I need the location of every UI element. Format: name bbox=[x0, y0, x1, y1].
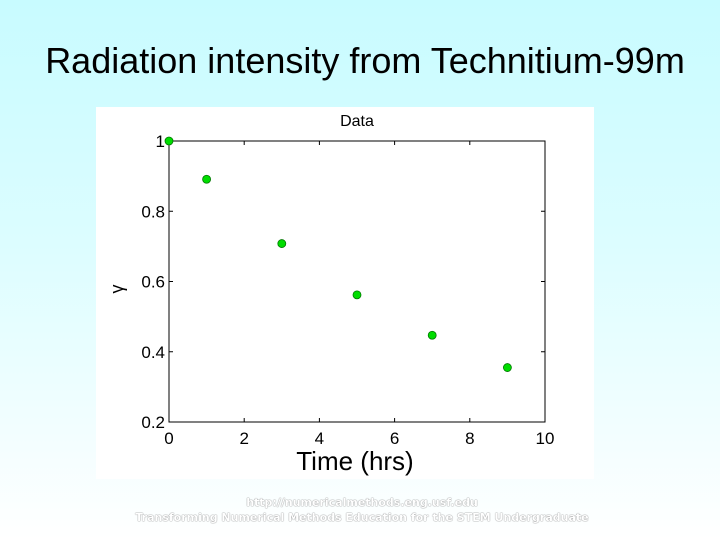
data-point bbox=[202, 174, 211, 184]
chart-figure: Data 0 2 4 6 8 10 0.2 0.4 0.6 0.8 1 γ Time (hrs) bbox=[96, 107, 594, 479]
plot-area bbox=[168, 140, 546, 423]
data-point bbox=[427, 330, 437, 340]
x-tick-label: 6 bbox=[390, 429, 399, 448]
data-points bbox=[164, 136, 512, 372]
y-tick-label: 1 bbox=[156, 132, 165, 151]
x-tick-label: 4 bbox=[315, 429, 324, 448]
y-tick-label: 0.4 bbox=[141, 343, 165, 362]
slide-title: Radiation intensity from Technitium-99m bbox=[45, 40, 685, 81]
footer-tagline: Transforming Numerical Methods Education… bbox=[135, 511, 589, 524]
scatter-chart: Data 0 2 4 6 8 10 0.2 0.4 0.6 0.8 1 γ bbox=[107, 113, 554, 448]
axis-ticks: 0 2 4 6 8 10 0.2 0.4 0.6 0.8 1 bbox=[141, 132, 554, 448]
y-tick-label: 0.6 bbox=[141, 273, 165, 292]
y-axis-label: γ bbox=[107, 285, 127, 294]
x-tick-label: 0 bbox=[164, 429, 173, 448]
data-point bbox=[277, 239, 287, 248]
y-tick-label: 0.8 bbox=[141, 202, 165, 221]
x-axis-label: Time (hrs) bbox=[296, 446, 414, 476]
footer-url: http://numericalmethods.eng.usf.edu bbox=[246, 496, 478, 509]
data-point bbox=[352, 290, 362, 300]
x-tick-label: 8 bbox=[465, 429, 474, 448]
data-point bbox=[164, 136, 174, 146]
chart-title: Data bbox=[340, 113, 374, 130]
x-tick-label: 2 bbox=[239, 429, 248, 448]
data-point bbox=[502, 363, 512, 372]
y-tick-label: 0.2 bbox=[141, 413, 165, 432]
x-tick-label: 10 bbox=[536, 429, 555, 448]
